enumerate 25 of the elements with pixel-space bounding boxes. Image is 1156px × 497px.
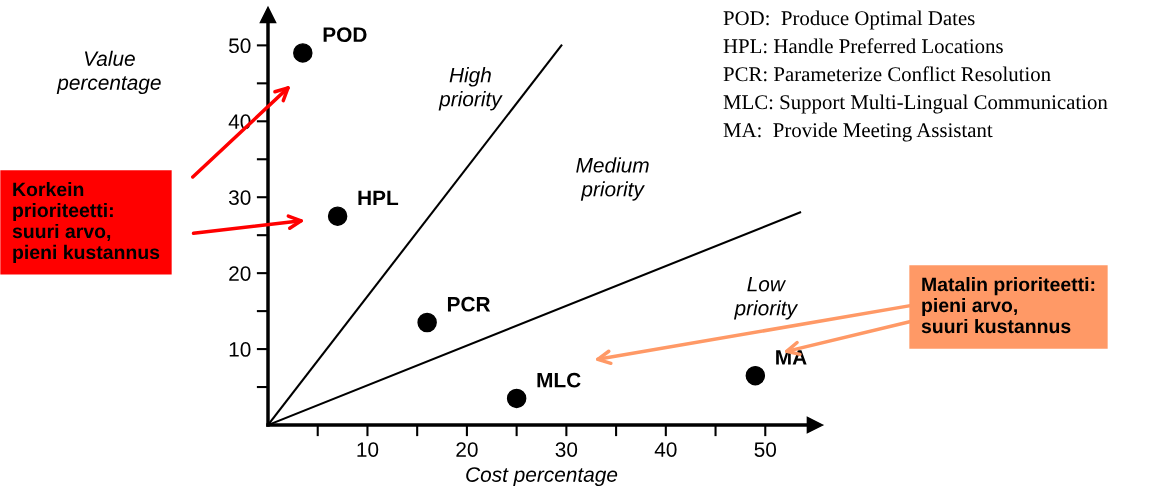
text: Matalin prioriteetti: pieni arvo, suuri kustannus	[921, 277, 1095, 334]
x-tick-label: 10	[357, 442, 379, 457]
x-tick-label: 30	[555, 442, 578, 457]
x-tick-label: 50	[754, 442, 777, 457]
text: Korkein prioriteetti: suuri arvo, pieni kustannus	[12, 182, 160, 263]
annotation: HPL: Handle Preferred Locations	[723, 38, 1003, 54]
y-tick-label: 20	[229, 266, 251, 281]
x-tick-label: 20	[456, 442, 478, 457]
y-tick-label: 50	[229, 38, 251, 54]
annotation: HPL	[358, 190, 399, 206]
annotation: MLC	[537, 372, 581, 388]
annotation: POD	[323, 27, 367, 43]
x-axis-title: Cost percentage	[466, 467, 618, 487]
x-tick-label: 40	[654, 442, 677, 457]
y-tick-label: 30	[228, 190, 251, 205]
annotation: POD: Produce Optimal Dates	[723, 10, 975, 30]
annotation: Medium priority	[576, 157, 649, 201]
annotation: Low priority	[734, 276, 799, 320]
annotation: MLC: Support Multi-Lingual Communication	[723, 94, 1108, 114]
y-tick-label: 10	[229, 342, 251, 357]
y-axis-title: Value percentage	[56, 50, 161, 95]
annotation: MA: Provide Meeting Assistant	[723, 122, 993, 142]
annotation: PCR	[447, 296, 491, 312]
annotation: High priority	[438, 67, 503, 111]
annotation: PCR: Parameterize Conflict Resolution	[723, 66, 1051, 82]
